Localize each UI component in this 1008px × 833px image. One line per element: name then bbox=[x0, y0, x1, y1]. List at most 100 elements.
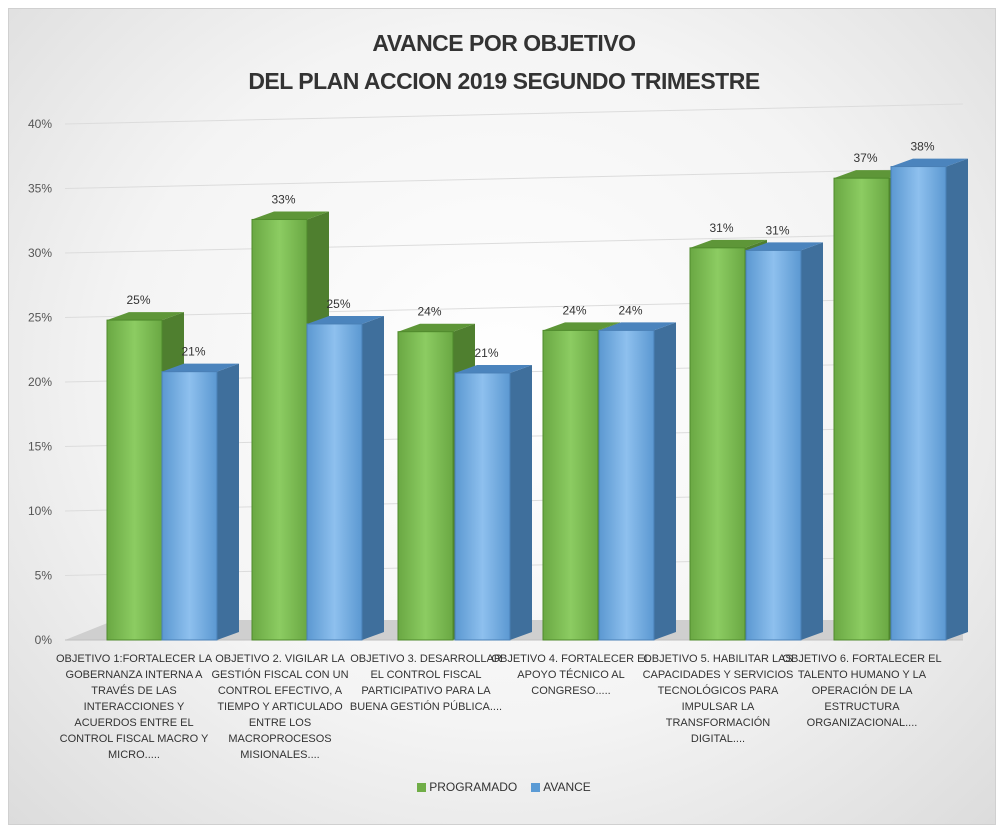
bar-avance-6 bbox=[890, 158, 968, 641]
bar-front bbox=[251, 218, 308, 641]
bar-front bbox=[745, 249, 802, 641]
gridline bbox=[64, 232, 964, 254]
data-label: 31% bbox=[709, 221, 733, 235]
data-label: 25% bbox=[126, 293, 150, 307]
y-tick-label: 10% bbox=[28, 504, 52, 518]
category-label-line: GESTIÓN FISCAL CON UN bbox=[211, 668, 348, 681]
legend-swatch-avance bbox=[531, 782, 541, 792]
category-label-line: OBJETIVO 6. FORTALECER EL bbox=[782, 653, 941, 665]
category-label-line: CONTROL FISCAL MACRO Y bbox=[60, 733, 209, 745]
bar-side bbox=[801, 242, 823, 641]
category-label-line: PARTICIPATIVO PARA LA bbox=[361, 685, 491, 697]
bar-side bbox=[217, 363, 239, 640]
gridline bbox=[64, 168, 964, 189]
legend-swatch-programado bbox=[417, 782, 427, 792]
gridline bbox=[64, 103, 964, 125]
bar-front bbox=[106, 319, 163, 641]
gridline bbox=[64, 297, 964, 318]
chart-title-line-1: AVANCE POR OBJETIVO bbox=[372, 30, 636, 56]
legend-label-programado: PROGRAMADO bbox=[429, 780, 518, 794]
category-label-line: CONGRESO..... bbox=[531, 685, 610, 697]
bar-top bbox=[455, 364, 532, 373]
category-label-4: OBJETIVO 4. FORTALECER EL APOYO TÉCNICO A… bbox=[491, 653, 650, 697]
category-label-line: CAPACIDADES Y SERVICIOS bbox=[643, 669, 794, 681]
data-label: 21% bbox=[474, 346, 498, 360]
y-tick-label: 20% bbox=[28, 375, 52, 389]
category-label-line: TRANSFORMACIÓN bbox=[666, 716, 771, 729]
y-tick-label: 0% bbox=[35, 633, 53, 647]
bar-front bbox=[397, 331, 454, 641]
bar-top bbox=[107, 312, 184, 321]
category-label-line: MICRO..... bbox=[108, 749, 160, 761]
bar-front bbox=[542, 329, 599, 641]
category-label-1: OBJETIVO 1:FORTALECER LA GOBERNANZA INTER… bbox=[56, 653, 213, 761]
category-label-line: TRAVÉS DE LAS bbox=[91, 684, 176, 697]
category-label-line: TIEMPO Y ARTICULADO bbox=[217, 701, 343, 713]
bar-top bbox=[891, 158, 968, 167]
data-label: 24% bbox=[562, 303, 586, 317]
category-label-line: MACROPROCESOS bbox=[228, 733, 331, 745]
chart-title-line-2: DEL PLAN ACCION 2019 SEGUNDO TRIMESTRE bbox=[248, 68, 760, 94]
bar-front bbox=[161, 371, 218, 641]
category-label-line: OBJETIVO 1:FORTALECER LA bbox=[56, 653, 213, 665]
category-label-line: OBJETIVO 3. DESARROLLAR bbox=[350, 653, 502, 665]
category-label-3: OBJETIVO 3. DESARROLLAR EL CONTROL FISCAL… bbox=[350, 653, 502, 713]
bar-side bbox=[510, 364, 532, 640]
bar-side bbox=[362, 315, 384, 640]
category-label-line: EL CONTROL FISCAL bbox=[370, 669, 481, 681]
data-label: 38% bbox=[910, 140, 934, 154]
category-label-line: CONTROL EFECTIVO, A bbox=[218, 685, 343, 697]
category-label-line: MISIONALES.... bbox=[240, 749, 319, 761]
category-label-line: ORGANIZACIONAL.... bbox=[807, 717, 918, 729]
y-tick-label: 40% bbox=[28, 117, 52, 131]
chart-legend: PROGRAMADO AVANCE bbox=[0, 780, 1008, 794]
data-label: 37% bbox=[853, 151, 877, 165]
bar-front bbox=[833, 177, 890, 641]
category-label-line: TECNOLÓGICOS PARA bbox=[658, 684, 779, 697]
bar-top bbox=[543, 322, 620, 331]
bar-side bbox=[946, 158, 968, 640]
legend-item-avance: AVANCE bbox=[531, 780, 591, 794]
bar-front bbox=[306, 323, 363, 641]
bar-avance-1 bbox=[161, 363, 239, 641]
bar-front bbox=[890, 166, 947, 641]
data-label: 24% bbox=[417, 305, 441, 319]
bar-avance-5 bbox=[745, 242, 823, 641]
category-label-line: OPERACIÓN DE LA bbox=[812, 684, 914, 697]
y-tick-label: 35% bbox=[28, 182, 52, 196]
category-label-line: DIGITAL.... bbox=[691, 733, 745, 745]
legend-item-programado: PROGRAMADO bbox=[417, 780, 517, 794]
data-label: 33% bbox=[271, 192, 295, 206]
bar-top bbox=[252, 211, 329, 220]
bar-avance-4 bbox=[598, 322, 676, 641]
data-label: 24% bbox=[618, 303, 642, 317]
bar-avance-3 bbox=[454, 364, 532, 641]
category-label-line: BUENA GESTIÓN PÚBLICA.... bbox=[350, 700, 502, 713]
category-label-line: INTERACCIONES Y bbox=[84, 701, 185, 713]
data-label: 21% bbox=[181, 345, 205, 359]
data-label: 25% bbox=[326, 297, 350, 311]
legend-label-avance: AVANCE bbox=[543, 780, 591, 794]
y-tick-label: 15% bbox=[28, 440, 52, 454]
category-label-5: OBJETIVO 5. HABILITAR LAS CAPACIDADES Y S… bbox=[643, 653, 794, 745]
category-label-line: OBJETIVO 4. FORTALECER EL bbox=[491, 653, 650, 665]
category-label-6: OBJETIVO 6. FORTALECER EL TALENTO HUMANO … bbox=[782, 653, 941, 729]
bar-top bbox=[690, 239, 767, 248]
category-label-line: OBJETIVO 5. HABILITAR LAS bbox=[643, 653, 793, 665]
category-label-line: ESTRUCTURA bbox=[824, 701, 900, 713]
data-label: 31% bbox=[765, 223, 789, 237]
bar-top bbox=[307, 315, 384, 324]
y-tick-label: 25% bbox=[28, 311, 52, 325]
bar-side bbox=[654, 322, 676, 640]
category-label-line: ACUERDOS ENTRE EL bbox=[74, 717, 193, 729]
y-tick-label: 30% bbox=[28, 246, 52, 260]
bar-avance-2 bbox=[306, 315, 384, 641]
bar-front bbox=[598, 329, 655, 641]
category-label-line: OBJETIVO 2. VIGILAR LA bbox=[215, 653, 345, 665]
category-label-line: ENTRE LOS bbox=[249, 717, 311, 729]
bar-top bbox=[746, 242, 823, 251]
category-label-line: IMPULSAR LA bbox=[682, 701, 755, 713]
y-tick-label: 5% bbox=[35, 569, 53, 583]
category-label-2: OBJETIVO 2. VIGILAR LA GESTIÓN FISCAL CON… bbox=[211, 653, 348, 761]
